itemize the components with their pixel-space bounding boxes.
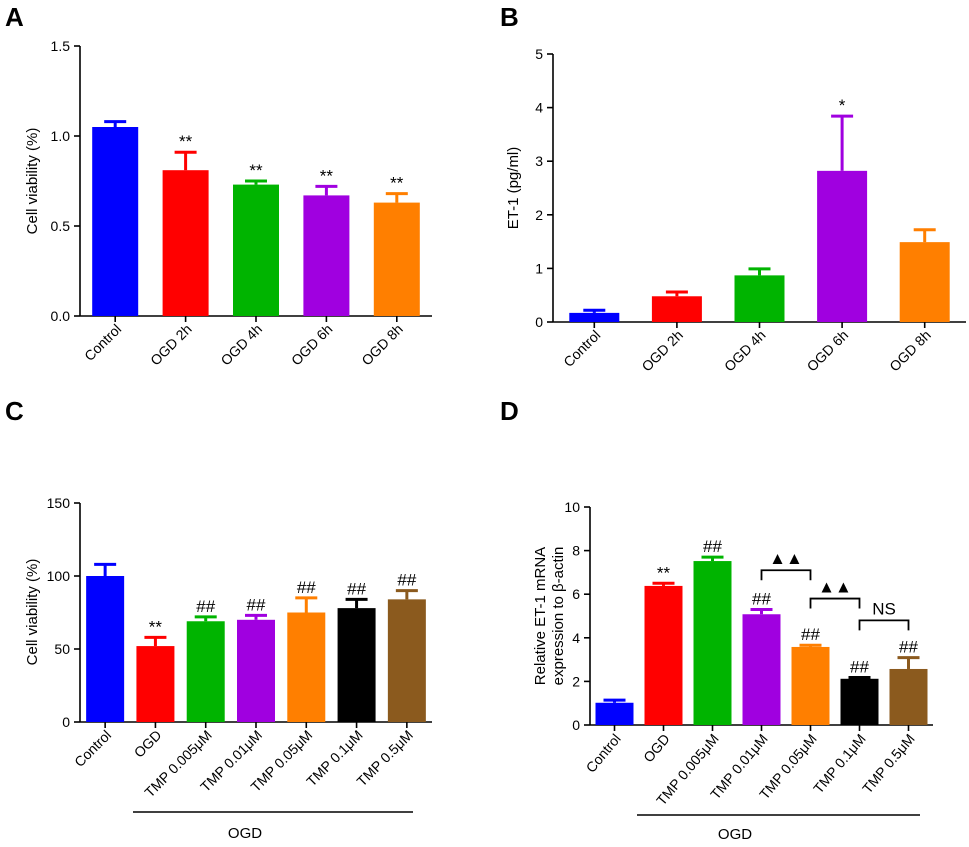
- bar: [136, 646, 175, 722]
- bar: [162, 170, 209, 316]
- significance-label: **: [149, 617, 163, 636]
- x-tick-label: OGD: [131, 727, 165, 761]
- bar: [237, 619, 275, 722]
- x-tick-label: OGD 8h: [358, 321, 406, 369]
- y-tick-label: 0: [572, 717, 580, 733]
- y-tick-label: 1: [535, 260, 543, 276]
- y-tick-label: 0: [535, 314, 543, 330]
- y-tick-label: 150: [47, 495, 71, 511]
- y-axis-label: expression to β-actin: [550, 547, 567, 686]
- x-tick-label: OGD 2h: [147, 321, 195, 369]
- y-tick-label: 50: [54, 641, 70, 657]
- y-tick-label: 0.5: [51, 218, 71, 234]
- bar: [734, 275, 785, 322]
- significance-label: ##: [297, 578, 316, 597]
- significance-label: *: [839, 96, 846, 115]
- significance-label: **: [179, 132, 193, 151]
- bar: [387, 599, 426, 722]
- panel-letter: D: [500, 396, 519, 426]
- bar: [889, 668, 928, 725]
- significance-label: ##: [247, 595, 266, 614]
- significance-label: **: [249, 161, 263, 180]
- x-tick-label: OGD 6h: [288, 321, 336, 369]
- panel-d: D 0 2 4 6 8 10 Relative ET-1 mRNA expression to …: [500, 396, 933, 843]
- significance-label: ##: [899, 638, 918, 657]
- significance-label: ##: [801, 625, 820, 644]
- x-tick-label: OGD 4h: [721, 327, 769, 375]
- bar: [899, 242, 950, 322]
- x-tick-label: Control: [81, 321, 124, 364]
- bar: [595, 702, 634, 725]
- comparison-label: NS: [872, 599, 896, 618]
- bar: [644, 585, 683, 725]
- group-label: OGD: [228, 825, 262, 842]
- x-tick-label: OGD 8h: [886, 327, 934, 375]
- panel-letter: A: [5, 2, 24, 32]
- y-tick-label: 2: [572, 673, 580, 689]
- x-tick-label: Control: [71, 727, 114, 770]
- y-tick-label: 4: [535, 100, 543, 116]
- bar: [287, 612, 326, 722]
- bar: [817, 170, 868, 322]
- bar: [233, 184, 279, 316]
- comparison-label: ▲▲: [769, 549, 803, 568]
- bar: [840, 678, 879, 725]
- y-axis-label: Cell viability (%): [24, 559, 41, 666]
- significance-label: **: [657, 563, 671, 582]
- y-tick-label: 5: [535, 46, 543, 62]
- y-tick-label: 100: [47, 568, 71, 584]
- bar: [86, 576, 125, 722]
- significance-label: ##: [347, 579, 366, 598]
- x-tick-label: OGD 4h: [217, 321, 265, 369]
- significance-label: **: [390, 174, 404, 193]
- bar: [303, 195, 350, 316]
- comparison-label: ▲▲: [818, 578, 852, 597]
- bar: [693, 561, 732, 725]
- x-tick-label: Control: [560, 327, 603, 370]
- x-tick-label: OGD 6h: [804, 327, 852, 375]
- panel-letter: B: [500, 2, 519, 32]
- y-tick-label: 4: [572, 630, 580, 646]
- y-axis-label: Relative ET-1 mRNA: [532, 547, 549, 685]
- bar: [337, 608, 376, 722]
- y-tick-label: 0: [62, 714, 70, 730]
- panel-c: C 0 50 100 150 Cell viability (%) Control ** OGD…: [5, 396, 432, 842]
- x-tick-label: Control: [583, 731, 624, 776]
- bar: [742, 614, 781, 725]
- y-tick-label: 3: [535, 153, 543, 169]
- comparison-bracket: [858, 619, 910, 631]
- significance-label: ##: [397, 571, 416, 590]
- comparison-bracket: [760, 569, 812, 581]
- y-tick-label: 2: [535, 207, 543, 223]
- bar: [373, 202, 420, 316]
- comparison-bracket: [809, 597, 861, 609]
- y-tick-label: 10: [564, 499, 580, 515]
- panel-b: B 0 1 2 3 4 5 ET-1 (pg/ml) Control OGD 2h OGD 4h * O…: [500, 2, 966, 374]
- y-tick-label: 0.0: [51, 308, 71, 324]
- significance-label: **: [320, 166, 334, 185]
- significance-label: ##: [850, 657, 869, 676]
- y-tick-label: 1.5: [51, 38, 71, 54]
- panel-a: A 0.0 0.5 1.0 1.5 Cell viability (%) Control **…: [5, 2, 432, 368]
- y-tick-label: 8: [572, 543, 580, 559]
- y-axis-label: Cell viability (%): [24, 128, 41, 235]
- x-tick-label: OGD 2h: [638, 327, 686, 375]
- y-tick-label: 6: [572, 586, 580, 602]
- bar: [186, 621, 225, 722]
- bar: [569, 312, 620, 322]
- panel-letter: C: [5, 396, 24, 426]
- significance-label: ##: [752, 589, 771, 608]
- y-axis-label: ET-1 (pg/ml): [505, 147, 522, 230]
- bar: [651, 296, 702, 322]
- bar: [791, 646, 830, 725]
- significance-label: ##: [196, 597, 215, 616]
- group-label: OGD: [718, 826, 752, 843]
- x-tick-label: OGD: [640, 731, 673, 766]
- bar: [92, 127, 139, 316]
- y-tick-label: 1.0: [51, 128, 71, 144]
- significance-label: ##: [703, 537, 722, 556]
